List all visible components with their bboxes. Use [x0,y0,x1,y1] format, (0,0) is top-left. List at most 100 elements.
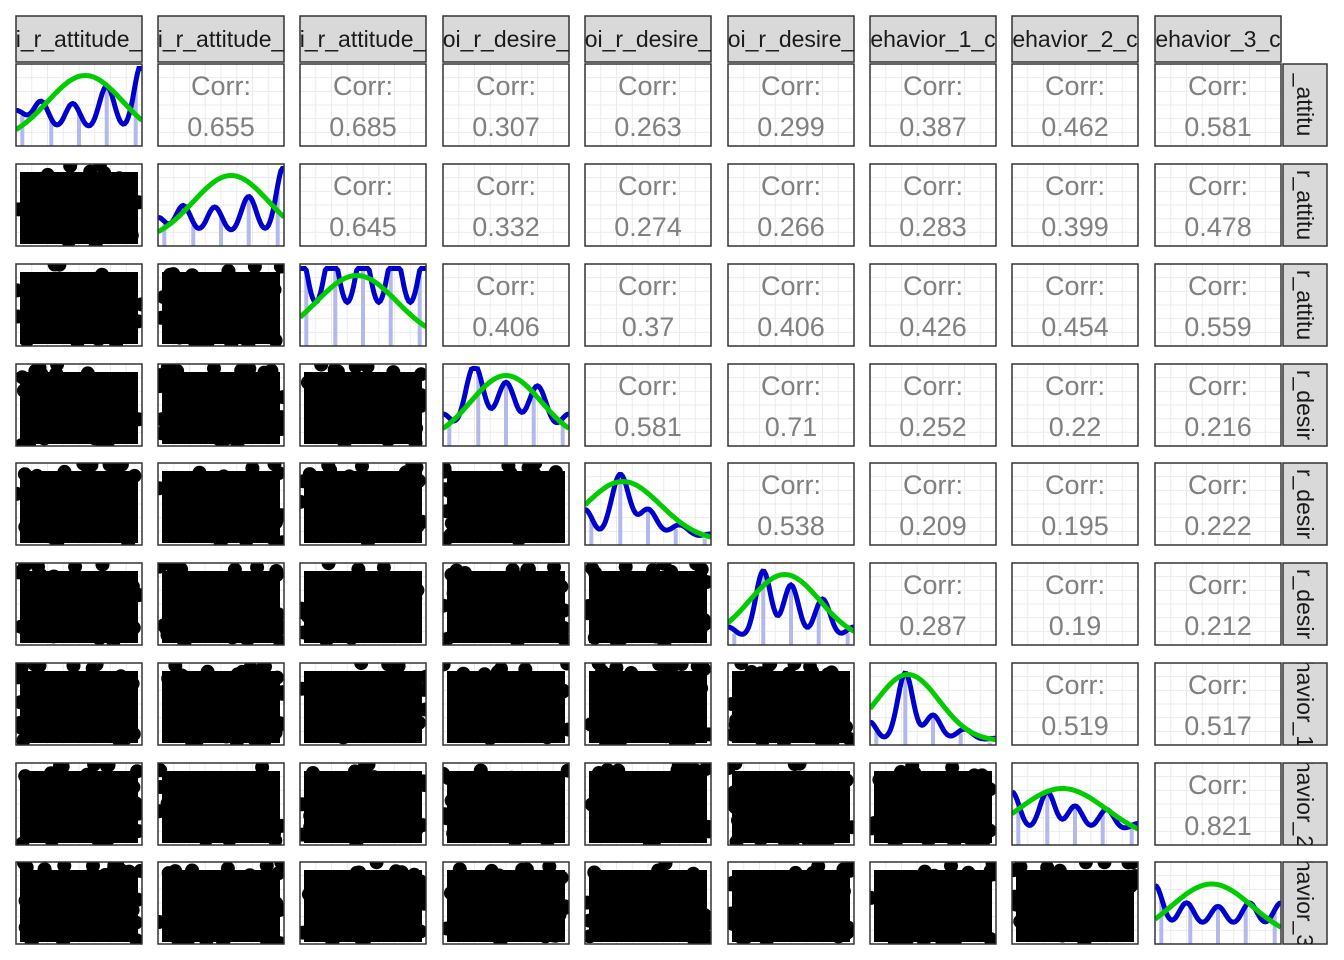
scatter-point [24,301,38,316]
scatter-point [112,182,127,197]
scatter-point [307,521,322,536]
corr-value: 0.274 [614,212,682,242]
scatter-point [74,324,89,339]
scatter-point [349,865,364,880]
scatter-point [158,763,168,778]
scatter-point [344,631,359,645]
scatter-point [585,913,597,928]
scatter-point [84,471,99,486]
scatter-point [358,589,373,604]
scatter-point [945,763,960,775]
scatter-point [623,908,638,923]
corr-label: Corr: [618,171,678,201]
scatter-point [385,504,400,519]
scatter-point [413,924,426,939]
scatter-point [273,634,284,645]
scatter-point [672,826,687,841]
scatter-point [50,364,65,372]
corr-label: Corr: [903,271,963,301]
scatter-point [373,623,388,638]
scatter-point [255,917,269,932]
scatter-point [30,468,44,483]
scatter-point [269,564,284,578]
scatter-point [473,504,488,519]
scatter-point [39,284,54,299]
scatter-point [418,702,426,717]
scatter-point [121,537,136,545]
histogram-bar [1129,828,1134,845]
scatter-point [262,279,277,294]
scatter-point [529,705,544,720]
scatter-point [688,692,703,707]
scatter-point [343,424,358,439]
scatter-point [1121,862,1136,870]
scatter-point [311,401,325,416]
scatter-point [274,422,284,436]
scatter-point [300,494,308,509]
scatter-point [836,724,850,739]
scatter-point [676,912,691,927]
histogram-bar [1045,793,1050,845]
corr-label: Corr: [761,71,821,101]
corr-value: 0.19 [1049,611,1102,641]
scatter-point [128,796,142,811]
panel-r4-c3 [299,363,427,447]
corr-value: 0.517 [1184,711,1252,741]
scatter-point [45,180,60,194]
column-strip-label: i_r_attitude_ [300,26,428,52]
scatter-point [612,735,627,745]
scatter-point [618,717,633,732]
scatter-point [334,827,349,842]
scatter-point [326,677,341,691]
scatter-point [531,783,546,798]
scatter-point [1127,876,1138,890]
scatter-point [587,865,602,880]
histogram-bar [162,224,167,246]
scatter-point [57,862,72,873]
scatter-point [629,898,644,912]
scatter-point [941,910,956,925]
scatter-point [744,665,759,679]
scatter-point [16,383,31,398]
scatter-point [728,800,743,815]
scatter-point [275,685,284,700]
scatter-point [91,332,106,346]
scatter-point [792,763,807,771]
corr-label: Corr: [1188,770,1248,800]
panel-r4-c8: Corr: 0.22 [1011,363,1139,447]
scatter-point [300,681,310,696]
scatter-point [894,765,908,779]
scatter-point [485,919,500,934]
scatter-point [537,908,552,922]
scatter-point [870,821,879,836]
corr-value: 0.685 [329,112,397,142]
scatter-point [75,784,90,799]
scatter-point [165,706,180,721]
row-strip-2: r_attitu [1282,163,1328,247]
scatter-point [408,591,423,606]
scatter-point [125,579,140,594]
scatter-point [92,631,107,645]
scatter-point [16,670,25,685]
scatter-point [327,525,342,540]
scatter-point [443,484,457,499]
scatter-point [379,518,394,533]
scatter-point [240,920,255,934]
scatter-point [614,679,629,694]
row-strip-9: havior_3 [1282,861,1328,945]
scatter-point [267,393,282,407]
panel-r2-c8: Corr: 0.399 [1011,163,1139,247]
scatter-point [249,295,264,310]
histogram-bar [219,217,223,246]
panel-r7-c6 [727,662,855,746]
scatter-point [647,687,662,702]
panel-r2-c5: Corr: 0.274 [584,163,712,247]
scatter-point [108,916,123,931]
scatter-point [131,195,142,210]
scatter-point [408,625,423,640]
row-strip-label: havior_1 [1292,660,1318,748]
scatter-point [977,782,992,797]
scatter-point [250,563,265,575]
scatter-point [165,563,179,573]
scatter-point [257,882,271,896]
